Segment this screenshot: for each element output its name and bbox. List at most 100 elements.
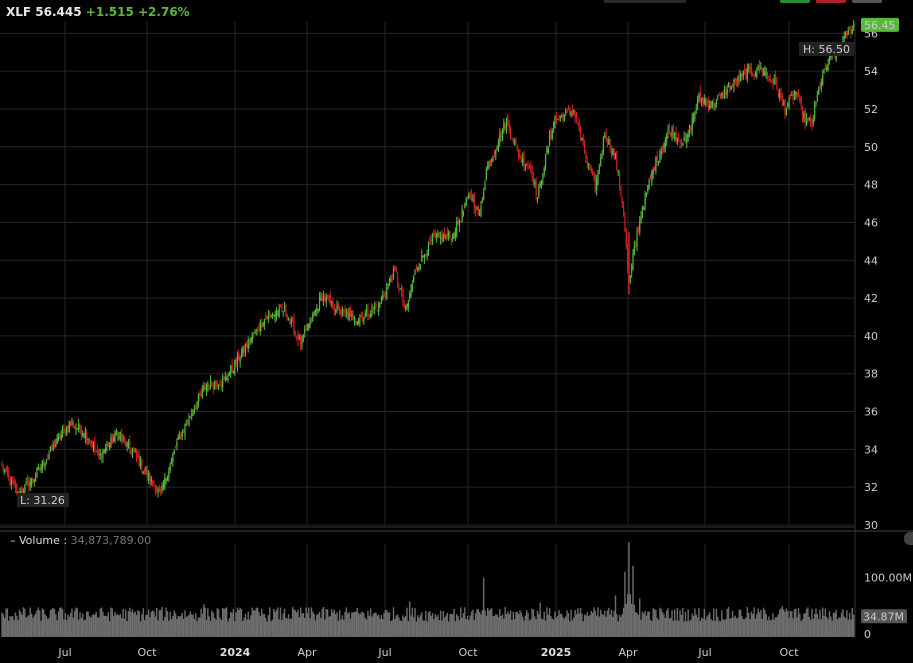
candle <box>804 110 806 124</box>
candle <box>542 176 544 181</box>
candle <box>779 93 781 98</box>
volume-bar <box>82 613 84 637</box>
volume-bar <box>25 617 27 637</box>
volume-bar <box>392 607 395 637</box>
candle <box>394 266 396 268</box>
candle <box>795 92 797 95</box>
candle <box>403 304 405 307</box>
volume-bar <box>470 611 473 637</box>
candle <box>711 101 713 106</box>
volume-bar <box>131 609 134 637</box>
candle <box>127 442 130 446</box>
volume-bar <box>240 608 243 637</box>
toolbar-button-1[interactable] <box>604 0 686 3</box>
symbol: XLF <box>6 5 32 19</box>
candle <box>30 477 33 486</box>
volume-bar <box>111 608 114 637</box>
volume-bar <box>14 612 17 637</box>
candle <box>357 320 360 324</box>
volume-bar <box>661 612 664 637</box>
candle <box>606 140 609 144</box>
candle <box>255 329 257 331</box>
volume-bar <box>227 621 229 637</box>
candle <box>851 29 853 34</box>
volume-bar <box>289 619 291 637</box>
candle <box>561 116 563 118</box>
candle <box>9 477 11 484</box>
volume-bar <box>610 609 613 637</box>
candle <box>777 92 779 96</box>
volume-bar <box>138 611 140 637</box>
volume-bar <box>700 617 703 637</box>
candle <box>99 453 101 457</box>
candle <box>262 324 264 327</box>
volume-bar <box>539 602 541 637</box>
volume-bar <box>674 609 676 637</box>
volume-bar <box>213 617 216 637</box>
volume-bar <box>360 612 362 637</box>
volume-bar <box>817 618 820 637</box>
candle <box>144 468 146 472</box>
candle <box>520 159 522 163</box>
volume-bar <box>746 607 749 637</box>
candle <box>304 329 306 333</box>
volume-bar <box>725 619 727 637</box>
candle <box>267 314 269 319</box>
volume-bar <box>544 620 547 637</box>
candle <box>706 98 708 102</box>
candle <box>379 303 381 305</box>
candle <box>664 140 666 148</box>
volume-bar <box>760 610 762 637</box>
volume-bar <box>139 621 142 637</box>
volume-bar <box>147 609 150 637</box>
candle <box>63 428 65 430</box>
volume-bar <box>169 611 171 637</box>
candle <box>296 335 298 337</box>
candle <box>425 254 427 257</box>
volume-bar <box>173 610 175 637</box>
toolbar-button-green[interactable] <box>780 0 810 3</box>
collapse-icon[interactable]: – <box>10 534 16 547</box>
volume-bar <box>295 612 298 637</box>
volume-bar <box>141 614 143 637</box>
candle <box>570 112 572 117</box>
toolbar-button-red[interactable] <box>816 0 846 3</box>
volume-bar <box>704 619 707 637</box>
volume-bar <box>791 611 793 637</box>
volume-bar <box>207 608 209 637</box>
volume-bar <box>461 617 463 637</box>
panel-scroll-handle[interactable] <box>904 532 913 545</box>
candle <box>110 436 112 446</box>
candle <box>585 151 587 158</box>
volume-bar <box>427 612 430 637</box>
volume-bar <box>243 617 245 637</box>
volume-bar <box>235 612 237 637</box>
candle <box>275 312 278 317</box>
ticker-header: XLF 56.445 +1.515 +2.76% <box>6 5 190 19</box>
candle <box>352 314 354 320</box>
volume-bar <box>38 610 41 637</box>
volume-bar <box>531 608 533 637</box>
volume-bar <box>828 611 831 637</box>
candle <box>43 460 45 466</box>
volume-bar <box>707 614 710 637</box>
candle <box>578 122 580 132</box>
last-price: 56.445 <box>35 5 82 19</box>
candle <box>117 430 119 441</box>
toolbar-button-gray[interactable] <box>852 0 882 3</box>
volume-bar <box>417 615 419 637</box>
candle <box>566 111 568 113</box>
candle <box>281 303 283 310</box>
candle <box>301 335 303 345</box>
volume-bar <box>421 612 423 637</box>
volume-bar <box>476 609 478 637</box>
volume-bar <box>324 619 326 637</box>
volume-bar <box>425 610 427 637</box>
candle <box>469 195 471 197</box>
volume-bar <box>795 608 797 637</box>
candle <box>499 133 501 142</box>
candle <box>49 446 52 451</box>
volume-bar <box>462 613 465 637</box>
volume-bar <box>827 619 829 637</box>
